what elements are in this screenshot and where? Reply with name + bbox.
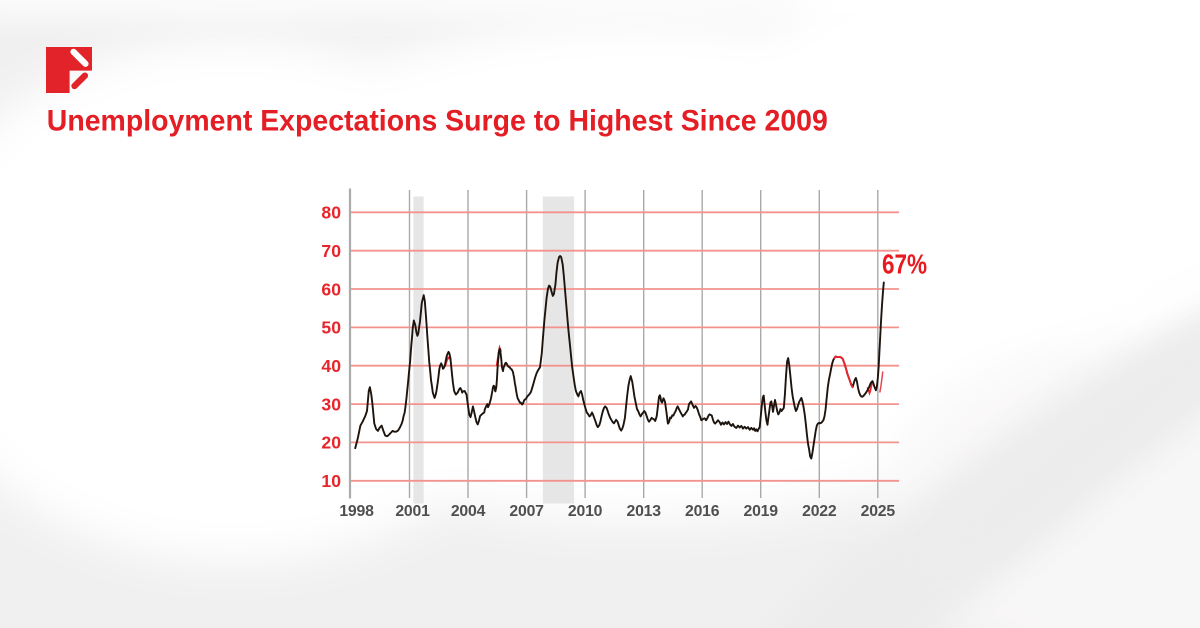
svg-text:50: 50: [321, 318, 341, 338]
svg-text:Unemployment Expectations Surg: Unemployment Expectations Surge to Highe…: [47, 105, 828, 138]
svg-text:2007: 2007: [509, 503, 544, 520]
svg-text:2013: 2013: [627, 503, 662, 520]
svg-text:2001: 2001: [395, 503, 430, 520]
svg-text:20: 20: [321, 433, 341, 453]
svg-text:1998: 1998: [339, 503, 374, 520]
svg-text:2016: 2016: [685, 503, 720, 520]
svg-text:60: 60: [321, 279, 341, 299]
svg-text:2010: 2010: [568, 503, 603, 520]
svg-text:80: 80: [321, 203, 341, 223]
svg-text:70: 70: [321, 241, 341, 261]
svg-text:67%: 67%: [882, 248, 927, 279]
svg-text:2025: 2025: [861, 503, 896, 520]
svg-text:30: 30: [321, 394, 341, 414]
svg-text:2004: 2004: [451, 503, 486, 520]
svg-text:2019: 2019: [744, 503, 779, 520]
svg-text:2022: 2022: [802, 503, 837, 520]
svg-text:40: 40: [321, 356, 341, 376]
svg-text:10: 10: [321, 471, 341, 491]
